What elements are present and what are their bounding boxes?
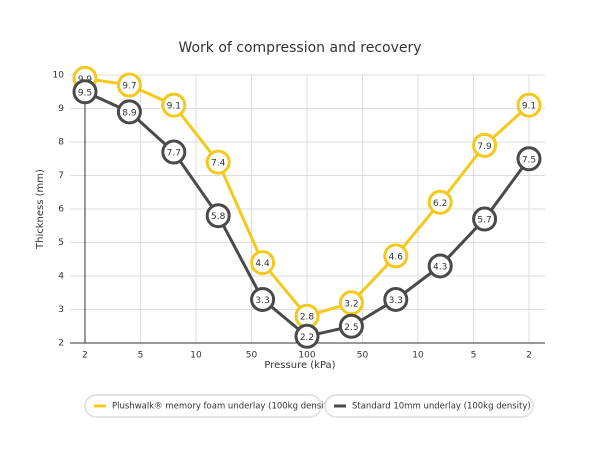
data-label: 7.7 xyxy=(167,149,181,159)
data-point xyxy=(338,313,364,339)
data-point xyxy=(383,243,409,269)
y-tick-label: 8 xyxy=(58,138,64,148)
data-label: 5.8 xyxy=(211,212,226,222)
y-tick-label: 9 xyxy=(58,104,64,114)
data-label: 7.5 xyxy=(522,155,536,165)
data-point xyxy=(383,286,409,312)
data-label: 9.1 xyxy=(522,102,536,112)
legend-label: Standard 10mm underlay (100kg density) xyxy=(352,402,531,412)
data-point xyxy=(205,203,231,229)
data-point xyxy=(161,139,187,165)
data-point xyxy=(116,99,142,125)
data-label: 7.9 xyxy=(477,142,492,152)
data-label: 6.2 xyxy=(433,199,447,209)
data-label: 9.1 xyxy=(167,102,181,112)
x-tick-label: 2 xyxy=(526,351,532,361)
data-label: 3.2 xyxy=(344,299,358,309)
data-label: 3.3 xyxy=(389,296,403,306)
data-label: 4.6 xyxy=(389,252,404,262)
data-label: 2.5 xyxy=(344,323,358,333)
y-tick-label: 3 xyxy=(58,305,64,315)
data-point xyxy=(427,189,453,215)
y-axis-label: Thickness (mm) xyxy=(35,169,46,250)
legend-box xyxy=(324,394,534,418)
y-tick-label: 5 xyxy=(58,238,64,248)
legend-label: Plushwalk® memory foam underlay (100kg d… xyxy=(112,402,335,412)
legend-box xyxy=(84,394,322,418)
y-tick-label: 7 xyxy=(58,171,64,181)
data-point xyxy=(294,323,320,349)
data-label: 9.7 xyxy=(122,82,136,92)
data-point xyxy=(250,250,276,276)
data-point xyxy=(116,72,142,98)
y-tick-label: 4 xyxy=(58,272,64,282)
data-label: 3.3 xyxy=(255,296,269,306)
data-label: 2.2 xyxy=(300,333,314,343)
y-tick-label: 2 xyxy=(58,339,64,349)
data-label: 7.4 xyxy=(211,159,226,169)
x-tick-label: 2 xyxy=(82,351,88,361)
data-point xyxy=(472,132,498,158)
x-tick-label: 50 xyxy=(246,351,258,361)
data-point xyxy=(516,92,542,118)
data-point xyxy=(161,92,187,118)
data-label: 4.4 xyxy=(255,259,270,269)
y-tick-label: 10 xyxy=(53,71,65,81)
x-tick-label: 50 xyxy=(357,351,369,361)
data-point xyxy=(472,206,498,232)
data-point xyxy=(427,253,453,279)
data-label: 2.8 xyxy=(300,313,315,323)
data-label: 4.3 xyxy=(433,262,447,272)
x-tick-label: 5 xyxy=(138,351,144,361)
data-point xyxy=(250,286,276,312)
chart-title: Work of compression and recovery xyxy=(178,40,421,56)
data-label: 5.7 xyxy=(477,216,491,226)
data-point xyxy=(205,149,231,175)
data-label: 9.5 xyxy=(78,88,92,98)
x-tick-label: 10 xyxy=(412,351,424,361)
x-axis-label: Pressure (kPa) xyxy=(264,360,335,371)
x-tick-label: 5 xyxy=(471,351,477,361)
x-tick-label: 10 xyxy=(190,351,202,361)
x-tick-label: 100 xyxy=(298,351,315,361)
data-point xyxy=(72,79,98,105)
y-tick-label: 6 xyxy=(58,205,64,215)
data-point xyxy=(516,146,542,172)
data-label: 8.9 xyxy=(122,108,137,118)
